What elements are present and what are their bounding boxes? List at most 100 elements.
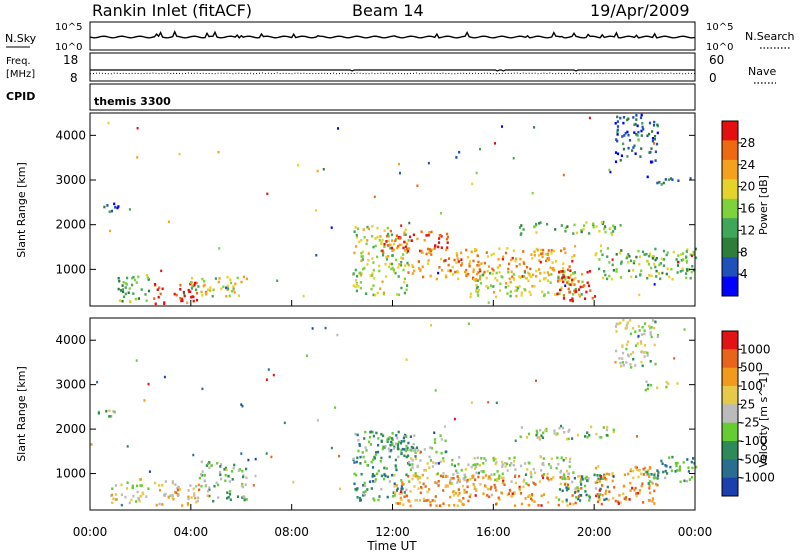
echo-cell-0-1 xyxy=(124,282,127,285)
echo-cell-1-7 xyxy=(486,494,489,497)
station-title: Rankin Inlet (fitACF) xyxy=(92,1,252,20)
echo-cell-1-3 xyxy=(223,468,226,471)
echo-noise xyxy=(265,452,268,455)
echo-cell-1-2 xyxy=(161,484,164,487)
echo-cell-0-2 xyxy=(158,286,161,290)
echo-cell-0-10 xyxy=(618,251,622,255)
echo-cell-1-8 xyxy=(541,436,544,439)
echo-cell-0-10 xyxy=(612,269,615,272)
echo-cell-0-5 xyxy=(403,240,406,244)
echo-cell-0-1 xyxy=(122,295,126,299)
echo-cell-1-3 xyxy=(206,462,210,466)
echo-cell-1-7 xyxy=(452,477,455,480)
echo-cell-1-10 xyxy=(628,498,631,501)
power-ylabel: Slant Range [km] xyxy=(15,162,28,258)
cpid-value: themis 3300 xyxy=(94,95,171,108)
echo-cell-1-6 xyxy=(510,462,513,465)
echo-cell-0-4 xyxy=(353,230,356,233)
echo-cell-0-6 xyxy=(562,262,565,265)
echo-cell-0-6 xyxy=(474,249,477,253)
echo-cell-1-7 xyxy=(448,504,451,507)
colorbar-tick-label: 1000 xyxy=(740,342,771,356)
echo-noise xyxy=(427,161,430,165)
echo-cell-1-11 xyxy=(674,470,677,473)
echo-cell-1-12 xyxy=(624,327,627,330)
echo-cell-0-7 xyxy=(474,279,477,282)
echo-cell-1-7 xyxy=(496,477,499,481)
echo-cell-0-6 xyxy=(477,260,480,264)
echo-cell-0-6 xyxy=(533,250,536,253)
echo-cell-0-5 xyxy=(385,240,388,243)
colorbar-swatch xyxy=(722,237,738,258)
echo-cell-0-13 xyxy=(458,150,461,154)
echo-cell-0-6 xyxy=(457,277,460,281)
echo-cell-1-12 xyxy=(640,333,643,336)
echo-cell-0-7 xyxy=(476,279,479,282)
echo-cell-0-5 xyxy=(403,231,406,234)
colorbar-tick-label: 12 xyxy=(740,223,755,237)
echo-cell-0-4 xyxy=(381,253,385,257)
echo-noise xyxy=(487,401,490,404)
echo-cell-1-8 xyxy=(519,435,522,439)
echo-cell-0-11 xyxy=(654,150,657,154)
echo-cell-1-10 xyxy=(623,497,626,500)
echo-cell-0-6 xyxy=(508,262,511,266)
echo-cell-1-7 xyxy=(465,490,468,494)
echo-cell-0-4 xyxy=(395,293,399,296)
echo-cell-0-6 xyxy=(535,275,538,278)
echo-cell-1-9 xyxy=(561,489,564,493)
echo-noise xyxy=(408,221,411,225)
echo-cell-1-7 xyxy=(503,483,506,486)
echo-cell-1-7 xyxy=(444,484,448,487)
echo-noise xyxy=(690,254,693,258)
echo-cell-1-8 xyxy=(558,426,561,430)
echo-cell-1-6 xyxy=(506,469,509,472)
echo-cell-1-6 xyxy=(477,471,480,475)
echo-cell-0-6 xyxy=(497,258,500,261)
echo-cell-0-7 xyxy=(564,278,567,281)
echo-cell-1-7 xyxy=(457,488,460,491)
echo-cell-1-7 xyxy=(424,485,427,488)
echo-cell-0-4 xyxy=(379,287,382,290)
echo-cell-0-6 xyxy=(466,255,469,259)
echo-cell-1-7 xyxy=(414,499,417,502)
echo-cell-0-8 xyxy=(520,224,523,227)
echo-cell-1-5 xyxy=(433,438,437,441)
y-tick-label: 4000 xyxy=(55,128,86,142)
echo-noise xyxy=(90,443,93,446)
echo-cell-1-5 xyxy=(404,449,408,453)
echo-cell-0-6 xyxy=(552,267,555,270)
echo-cell-0-6 xyxy=(464,270,467,274)
echo-cell-1-11 xyxy=(647,472,650,476)
echo-noise xyxy=(178,152,181,156)
echo-cell-0-5 xyxy=(394,239,397,243)
echo-cell-0-1 xyxy=(128,287,131,290)
echo-cell-0-3 xyxy=(207,288,210,292)
echo-cell-0-10 xyxy=(604,273,607,277)
echo-cell-1-4 xyxy=(382,434,385,438)
echo-cell-0-9 xyxy=(569,299,572,302)
echo-noise xyxy=(247,458,250,462)
echo-cell-1-3 xyxy=(213,484,216,488)
echo-cell-0-10 xyxy=(625,256,628,260)
echo-cell-0-4 xyxy=(403,291,406,295)
echo-cell-1-8 xyxy=(536,436,539,440)
echo-cell-1-0 xyxy=(108,409,111,413)
echo-cell-0-7 xyxy=(563,270,566,273)
echo-cell-1-11 xyxy=(646,470,649,474)
echo-cell-0-4 xyxy=(381,280,384,284)
echo-cell-0-10 xyxy=(615,253,618,256)
echo-cell-1-6 xyxy=(408,463,411,467)
echo-cell-0-7 xyxy=(476,290,479,294)
echo-cell-1-1 xyxy=(128,501,131,505)
echo-cell-0-6 xyxy=(465,248,468,252)
echo-cell-1-7 xyxy=(498,498,501,501)
echo-cell-1-7 xyxy=(559,476,562,479)
echo-cell-1-7 xyxy=(511,492,514,495)
nave-tick-top: 60 xyxy=(709,53,724,67)
colorbar-swatch xyxy=(722,159,738,180)
echo-cell-1-7 xyxy=(393,485,396,488)
echo-cell-1-4 xyxy=(353,461,356,464)
colorbar-tick-label: 20 xyxy=(740,180,755,194)
echo-cell-1-6 xyxy=(501,465,504,468)
